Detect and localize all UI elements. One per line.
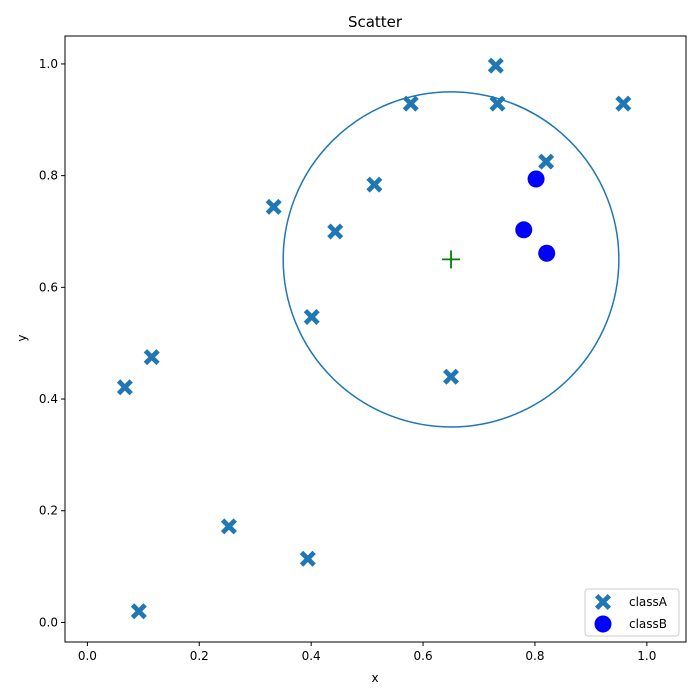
point-classB <box>538 244 556 262</box>
y-tick-label: 0.6 <box>39 280 58 294</box>
legend-label-classA: classA <box>629 595 668 609</box>
x-tick-label: 0.4 <box>302 649 321 663</box>
legend-marker-classA <box>595 594 611 610</box>
y-tick-label: 0.2 <box>39 504 58 518</box>
point-classA <box>402 95 419 112</box>
x-tick-label: 0.0 <box>78 649 97 663</box>
x-tick-label: 1.0 <box>637 649 656 663</box>
point-classA <box>143 349 160 366</box>
x-axis-label: x <box>371 671 378 685</box>
legend: classA classB <box>584 588 680 637</box>
point-classB <box>527 170 545 188</box>
plot-area: 0.0 0.2 0.4 0.6 0.8 1.0 0.0 0.2 0.4 0.6 0.8 1.0 <box>39 35 687 663</box>
x-tick-label: 0.8 <box>525 649 544 663</box>
point-classA <box>303 308 320 325</box>
y-tick-label: 0.8 <box>39 169 58 183</box>
legend-marker-classB <box>594 615 612 633</box>
legend-label-classB: classB <box>629 617 667 631</box>
point-classA <box>130 603 147 620</box>
radius-circle <box>282 91 620 428</box>
plot-marks <box>116 57 632 620</box>
y-axis-label: y <box>15 334 29 341</box>
point-classA <box>538 153 555 170</box>
y-tick-label: 0.4 <box>39 392 58 406</box>
chart-title: Scatter <box>348 13 403 31</box>
point-classA <box>327 223 344 240</box>
point-classA <box>265 198 282 215</box>
point-classA <box>443 368 460 385</box>
point-classA <box>489 95 506 112</box>
point-classA <box>299 550 316 567</box>
x-tick-label: 0.2 <box>190 649 209 663</box>
point-classA <box>116 379 133 396</box>
y-tick-label: 0.0 <box>39 615 58 629</box>
plot-frame <box>64 35 687 643</box>
point-classA <box>615 95 632 112</box>
y-tick-label: 1.0 <box>39 57 58 71</box>
point-classA <box>220 518 237 535</box>
point-classA <box>487 57 504 74</box>
point-classB <box>515 221 533 239</box>
x-tick-label: 0.6 <box>414 649 433 663</box>
point-classA <box>366 176 383 193</box>
